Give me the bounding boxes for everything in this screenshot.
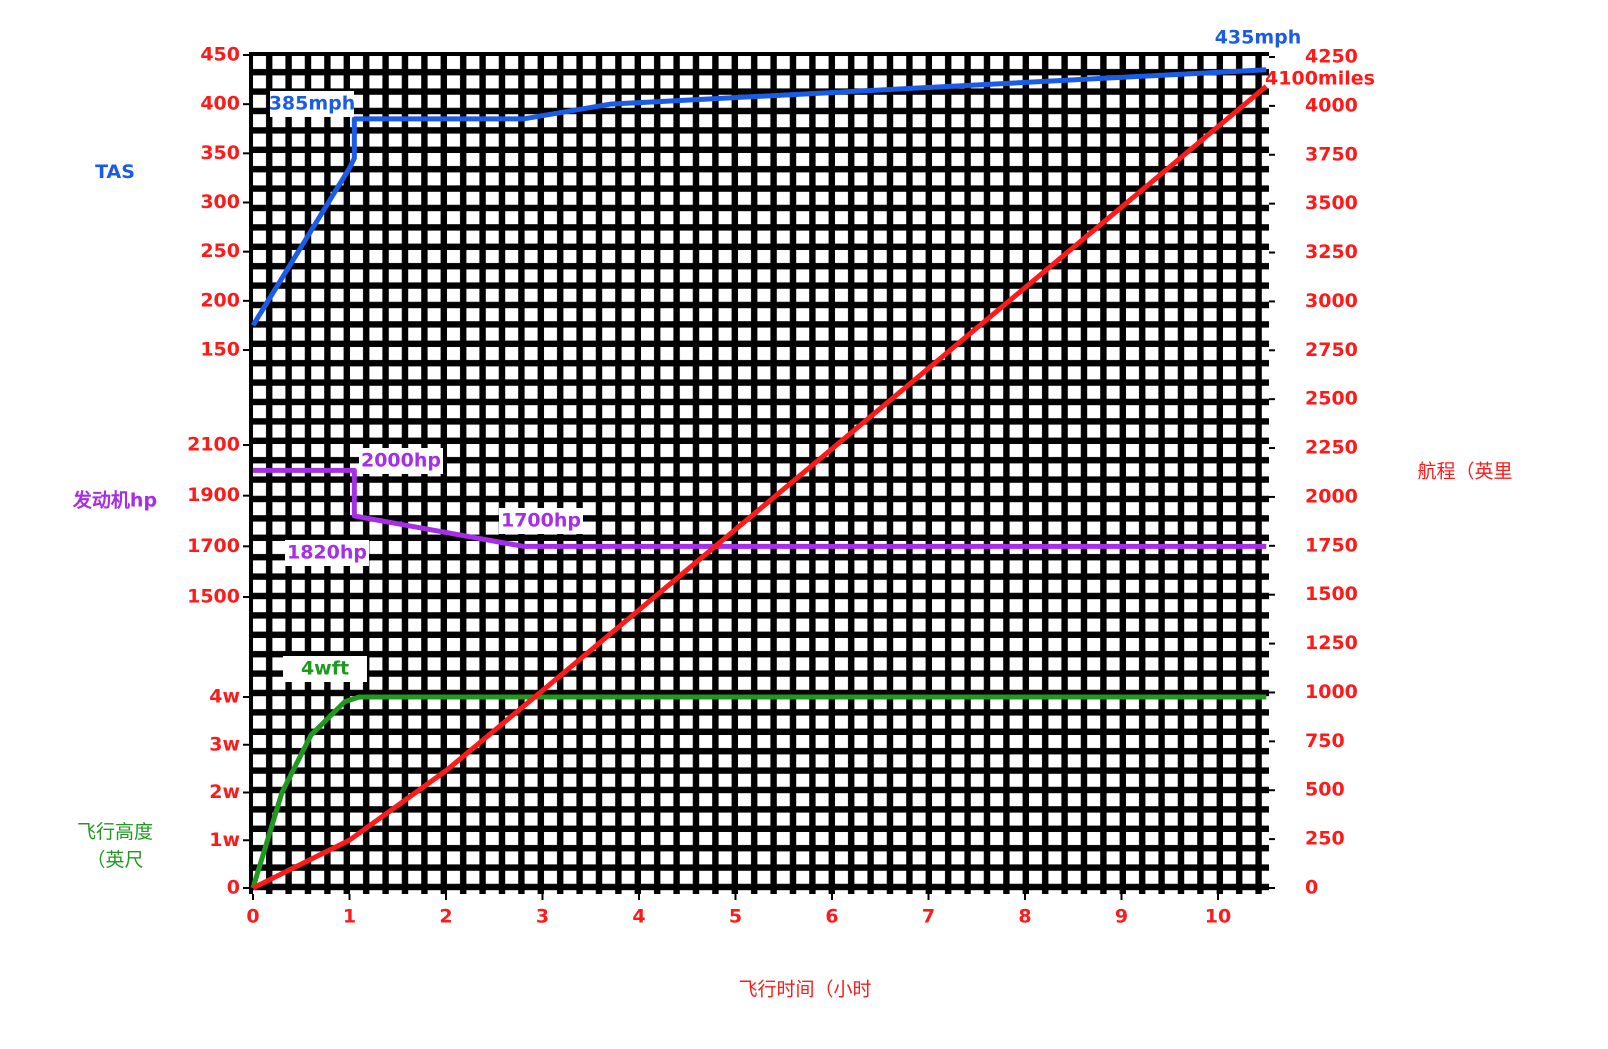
y2-tick-label: 3000 — [1305, 290, 1358, 312]
y2-tick-label: 3750 — [1305, 143, 1358, 165]
x-axis-label: 飞行时间（小时 — [738, 979, 871, 1001]
y-tick-label: 250 — [200, 240, 240, 262]
x-tick-label: 0 — [246, 906, 259, 928]
y-tick-label: 2w — [209, 781, 240, 803]
y2-tick-label: 4000 — [1305, 94, 1358, 116]
y-tick-label: 150 — [200, 339, 240, 361]
y2-tick-label: 1000 — [1305, 681, 1358, 703]
y-axis-label: 发动机hp — [72, 489, 157, 512]
y-axis-label: 飞行高度 — [77, 821, 153, 843]
annotation: 4wft — [301, 658, 349, 680]
x-tick-label: 6 — [825, 906, 838, 928]
label-bg — [359, 448, 443, 474]
x-tick-label: 9 — [1115, 906, 1128, 928]
y-tick-label: 1900 — [187, 484, 240, 506]
y-tick-label: 350 — [200, 142, 240, 164]
x-tick-label: 8 — [1018, 906, 1031, 928]
y2-tick-label: 1750 — [1305, 534, 1358, 556]
x-tick-label: 5 — [729, 906, 742, 928]
y-tick-label: 3w — [209, 733, 240, 755]
y-tick-label: 450 — [200, 44, 240, 66]
x-tick-label: 7 — [922, 906, 935, 928]
y2-tick-label: 250 — [1305, 828, 1345, 850]
x-tick-label: 1 — [343, 906, 356, 928]
annotation: 1700hp — [501, 510, 581, 532]
label-bg — [499, 508, 583, 534]
annotation: 2000hp — [361, 450, 441, 472]
y2-axis-label: 航程（英里 — [1417, 461, 1512, 483]
y2-tick-label: 2500 — [1305, 388, 1358, 410]
y-tick-label: 2100 — [187, 434, 240, 456]
y2-tick-label: 2750 — [1305, 339, 1358, 361]
y-tick-label: 1700 — [187, 535, 240, 557]
y2-tick-label: 1250 — [1305, 632, 1358, 654]
y-tick-label: 0 — [227, 877, 240, 899]
y-tick-label: 4w — [209, 686, 240, 708]
x-tick-label: 3 — [536, 906, 549, 928]
y2-tick-label: 750 — [1305, 730, 1345, 752]
y2-tick-label: 500 — [1305, 779, 1345, 801]
y-tick-label: 200 — [200, 289, 240, 311]
annotation: 435mph — [1215, 27, 1302, 49]
line-series — [253, 467, 1267, 549]
annotation: 385mph — [269, 93, 356, 115]
y2-tick-label: 3500 — [1305, 192, 1358, 214]
x-tick-label: 10 — [1205, 906, 1231, 928]
label-bg — [283, 656, 367, 682]
y2-tick-label: 4250 — [1305, 46, 1358, 68]
y2-tick-label: 3250 — [1305, 241, 1358, 263]
annotation: 1820hp — [287, 542, 367, 564]
x-tick-label: 2 — [439, 906, 452, 928]
x-tick-label: 4 — [632, 906, 645, 928]
line-series — [251, 84, 1268, 891]
label-bg — [285, 540, 369, 566]
y-tick-label: 1w — [209, 829, 240, 851]
y2-tick-label: 2250 — [1305, 437, 1358, 459]
line-series — [250, 694, 1267, 889]
y2-tick-label: 1500 — [1305, 583, 1358, 605]
y-tick-label: 400 — [200, 93, 240, 115]
y2-tick-label: 2000 — [1305, 485, 1358, 507]
annotation: 4100miles — [1265, 68, 1375, 90]
line-series — [250, 67, 1267, 327]
y-tick-label: 1500 — [187, 586, 240, 608]
y-axis-label: TAS — [95, 161, 135, 183]
y-axis-label: （英尺 — [86, 849, 143, 871]
y2-tick-label: 0 — [1305, 877, 1318, 899]
label-bg — [270, 91, 354, 117]
y-tick-label: 300 — [200, 191, 240, 213]
